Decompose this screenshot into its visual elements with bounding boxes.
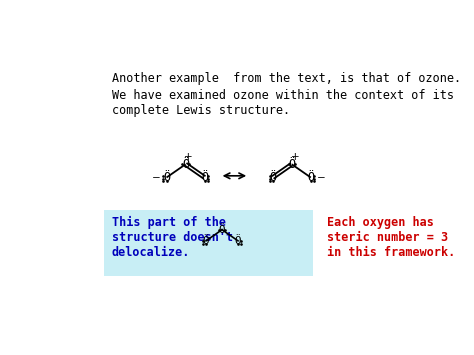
Text: This part of the
structure doesn't
delocalize.: This part of the structure doesn't deloc…: [112, 216, 233, 259]
Text: Ö: Ö: [203, 236, 209, 246]
Text: −: −: [152, 173, 161, 182]
FancyBboxPatch shape: [104, 211, 313, 276]
Text: Ö: Ö: [288, 158, 295, 171]
Text: Ö: Ö: [163, 171, 170, 184]
Text: Ö: Ö: [307, 171, 314, 184]
Text: +: +: [184, 152, 193, 162]
Text: Ö: Ö: [201, 171, 208, 184]
Text: We have examined ozone within the context of its
complete Lewis structure.: We have examined ozone within the contex…: [112, 89, 454, 117]
Text: −: −: [317, 173, 325, 182]
Text: Ö: Ö: [182, 158, 189, 171]
Text: Another example  from the text, is that of ozone.: Another example from the text, is that o…: [112, 72, 461, 85]
Text: +: +: [291, 152, 299, 162]
Text: Ö: Ö: [235, 236, 241, 246]
Text: Each oxygen has
steric number = 3
in this framework.: Each oxygen has steric number = 3 in thi…: [327, 216, 455, 259]
Text: Ö: Ö: [219, 225, 225, 235]
Text: Ö: Ö: [269, 171, 276, 184]
